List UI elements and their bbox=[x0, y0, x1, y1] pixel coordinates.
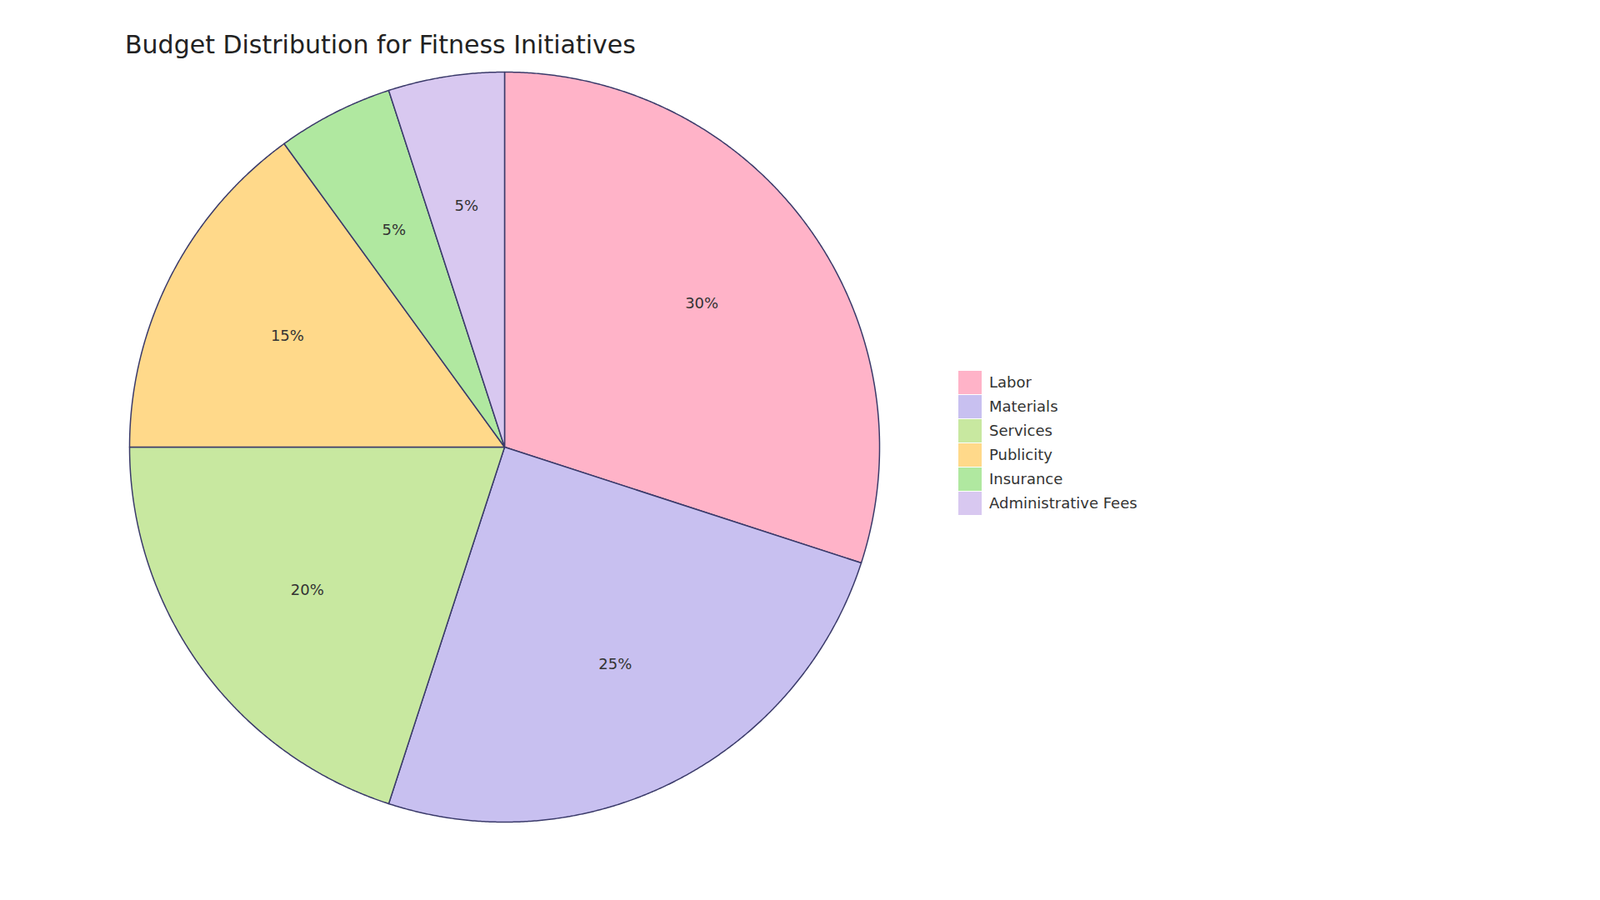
html-text:Services: Services bbox=[989, 421, 1053, 440]
svg-text:5%: 5% bbox=[454, 196, 479, 215]
html-text:Publicity: Publicity bbox=[989, 445, 1053, 464]
svg-text:20%: 20% bbox=[290, 580, 325, 599]
svg-text:30%: 30% bbox=[685, 294, 719, 312]
html-text:Administrative Fees: Administrative Fees bbox=[989, 494, 1138, 512]
svg-text:25%: 25% bbox=[598, 655, 632, 673]
html-text:Labor: Labor bbox=[989, 373, 1032, 391]
html-text:Budget Distribution for Fitnes: Budget Distribution for Fitness Initiati… bbox=[125, 30, 636, 60]
svg-text:15%: 15% bbox=[270, 326, 305, 345]
html-text:Materials: Materials bbox=[989, 397, 1058, 415]
svg-text:5%: 5% bbox=[381, 220, 406, 239]
html-text:Insurance: Insurance bbox=[989, 470, 1063, 488]
